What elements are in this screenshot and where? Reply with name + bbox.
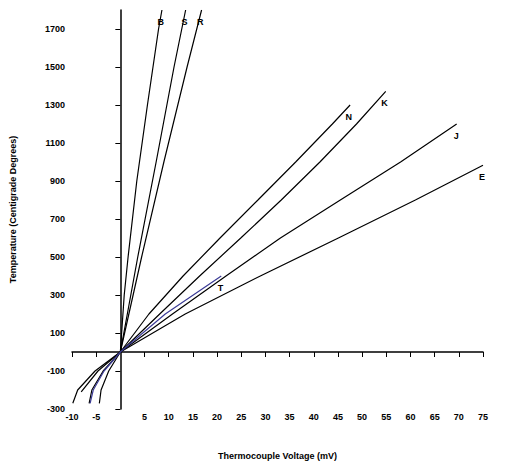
- svg-text:75: 75: [478, 412, 488, 422]
- svg-text:-5: -5: [92, 412, 100, 422]
- svg-text:Thermocouple Voltage (mV): Thermocouple Voltage (mV): [218, 451, 337, 461]
- svg-text:1700: 1700: [45, 24, 65, 34]
- svg-text:N: N: [346, 112, 353, 122]
- svg-text:Temperature (Centigrade Degree: Temperature (Centigrade Degrees): [8, 136, 18, 283]
- svg-text:100: 100: [50, 328, 65, 338]
- svg-text:E: E: [479, 172, 485, 182]
- svg-text:70: 70: [454, 412, 464, 422]
- svg-text:20: 20: [212, 412, 222, 422]
- svg-text:15: 15: [188, 412, 198, 422]
- svg-text:30: 30: [260, 412, 270, 422]
- svg-text:-100: -100: [47, 366, 65, 376]
- svg-text:J: J: [454, 131, 459, 141]
- svg-text:55: 55: [381, 412, 391, 422]
- svg-text:R: R: [197, 17, 204, 27]
- svg-text:45: 45: [333, 412, 343, 422]
- svg-text:500: 500: [50, 252, 65, 262]
- svg-text:-10: -10: [65, 412, 78, 422]
- svg-text:700: 700: [50, 214, 65, 224]
- svg-text:1300: 1300: [45, 100, 65, 110]
- svg-text:-300: -300: [47, 404, 65, 414]
- svg-text:1100: 1100: [45, 138, 65, 148]
- svg-text:5: 5: [142, 412, 147, 422]
- svg-text:1500: 1500: [45, 62, 65, 72]
- svg-text:T: T: [218, 283, 224, 293]
- svg-text:65: 65: [430, 412, 440, 422]
- svg-text:S: S: [182, 17, 188, 27]
- svg-text:B: B: [157, 17, 164, 27]
- svg-text:K: K: [381, 98, 388, 108]
- svg-text:25: 25: [236, 412, 246, 422]
- svg-text:900: 900: [50, 176, 65, 186]
- svg-text:10: 10: [164, 412, 174, 422]
- svg-text:35: 35: [285, 412, 295, 422]
- svg-text:40: 40: [309, 412, 319, 422]
- svg-text:60: 60: [405, 412, 415, 422]
- svg-text:300: 300: [50, 290, 65, 300]
- svg-text:50: 50: [357, 412, 367, 422]
